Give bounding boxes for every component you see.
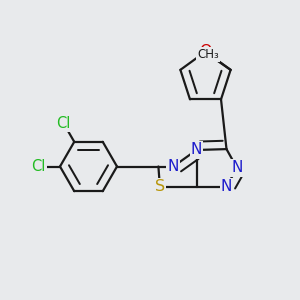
Text: N: N [231, 160, 243, 175]
Text: N: N [191, 142, 202, 158]
Text: N: N [168, 159, 179, 174]
Text: N: N [221, 179, 232, 194]
Text: S: S [155, 179, 165, 194]
Text: Cl: Cl [56, 116, 70, 130]
Text: CH₃: CH₃ [197, 48, 219, 61]
Text: O: O [199, 44, 212, 59]
Text: Cl: Cl [31, 159, 46, 174]
